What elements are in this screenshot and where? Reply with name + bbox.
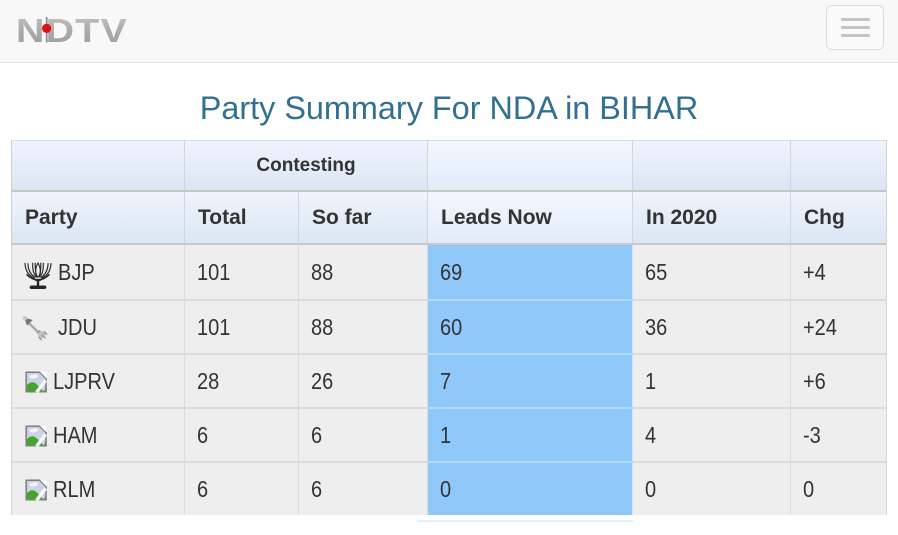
svg-text:NDTV: NDTV xyxy=(16,16,128,49)
